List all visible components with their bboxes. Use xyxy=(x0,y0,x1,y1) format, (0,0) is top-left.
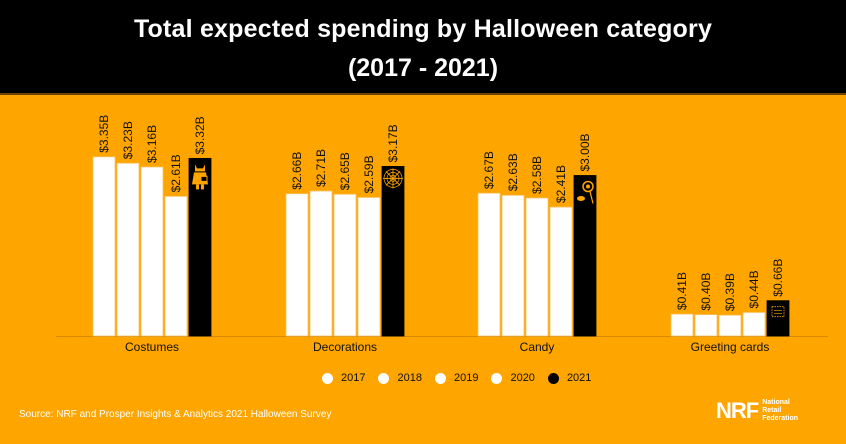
bar-decorations-2019 xyxy=(333,193,357,337)
bar-costumes-2020 xyxy=(164,195,188,337)
bar-costumes-2021 xyxy=(188,157,212,337)
bar-chart: $3.35B $3.23B $3.16B $2.61B $3.32B Costumes $2… xyxy=(56,115,828,354)
bar-candy-2019 xyxy=(525,197,549,337)
bar-greeting-cards-2020 xyxy=(742,312,766,337)
data-label: $0.41B xyxy=(675,272,689,310)
legend-swatch xyxy=(322,372,333,384)
bar-decorations-2020 xyxy=(357,197,381,337)
data-label: $3.17B xyxy=(386,124,400,162)
bar-decorations-2021 xyxy=(381,166,405,337)
bar-greeting-cards-2018 xyxy=(694,314,718,337)
legend-item-2021: 2021 xyxy=(547,372,592,384)
category-label: Candy xyxy=(520,340,555,354)
data-label: $0.39B xyxy=(723,273,737,311)
logo-mark: NRF xyxy=(716,398,759,423)
data-label: $2.58B xyxy=(530,156,544,194)
data-label: $2.59B xyxy=(362,155,376,193)
chart-header: Total expected spending by Halloween cat… xyxy=(0,0,846,93)
legend-item-2018: 2018 xyxy=(378,372,422,384)
bar-greeting-cards-2019 xyxy=(718,314,742,337)
logo-line: National xyxy=(762,399,790,406)
data-label: $0.44B xyxy=(747,270,761,308)
data-label: $2.66B xyxy=(290,152,304,190)
bar-candy-2018 xyxy=(501,194,525,337)
bar-costumes-2019 xyxy=(140,166,164,337)
chart-subtitle: (2017 - 2021) xyxy=(347,54,499,82)
data-label: $2.65B xyxy=(338,152,352,190)
legend-label: 2018 xyxy=(397,372,422,384)
data-label: $0.40B xyxy=(699,273,713,311)
nrf-logo: NRF National Retail Federation xyxy=(716,398,798,424)
spiderweb-icon xyxy=(383,168,403,189)
data-label: $2.67B xyxy=(482,151,496,189)
greeting-card-icon xyxy=(771,306,785,318)
category-label: Greeting cards xyxy=(691,340,770,354)
logo-line: Retail xyxy=(762,407,782,414)
bar-decorations-2018 xyxy=(309,190,333,337)
bar-candy-2020 xyxy=(549,206,573,337)
bar-costumes-2018 xyxy=(116,162,140,337)
data-label: $3.35B xyxy=(97,115,111,153)
legend-item-2020: 2020 xyxy=(491,372,535,384)
bar-candy-2021 xyxy=(573,175,597,337)
legend-item-2017: 2017 xyxy=(322,372,365,384)
data-label: $2.61B xyxy=(169,154,183,192)
legend-label: 2017 xyxy=(341,372,366,384)
data-label: $3.32B xyxy=(193,116,207,154)
data-label: $3.16B xyxy=(145,125,159,163)
legend-swatch xyxy=(491,372,503,384)
legend-item-2019: 2019 xyxy=(434,372,479,384)
legend-swatch xyxy=(434,372,446,384)
legend-swatch xyxy=(378,372,390,384)
data-label: $2.63B xyxy=(506,153,520,191)
data-label: $2.41B xyxy=(554,165,568,203)
legend-label: 2020 xyxy=(510,372,535,384)
bar-decorations-2017 xyxy=(285,193,309,337)
logo-line: Federation xyxy=(762,415,799,422)
logo-wordmark: National Retail Federation xyxy=(762,399,798,423)
legend-label: 2021 xyxy=(566,372,592,384)
legend-swatch xyxy=(547,372,559,384)
header-divider xyxy=(0,93,846,95)
bar-costumes-2017 xyxy=(92,156,116,337)
bar-greeting-cards-2017 xyxy=(670,313,694,337)
category-label: Decorations xyxy=(313,340,377,354)
data-label: $3.23B xyxy=(121,121,135,159)
data-label: $2.71B xyxy=(314,149,328,187)
costume-icon xyxy=(192,164,208,190)
candy-icon xyxy=(577,180,594,204)
legend-label: 2019 xyxy=(453,372,479,384)
source-note: Source: NRF and Prosper Insights & Analy… xyxy=(19,409,332,420)
bar-candy-2017 xyxy=(477,192,501,337)
legend: 2017 2018 2019 2020 2021 xyxy=(322,372,604,384)
bar-greeting-cards-2021 xyxy=(766,300,790,337)
data-label: $0.66B xyxy=(771,259,785,297)
chart-title: Total expected spending by Halloween cat… xyxy=(133,15,713,43)
category-label: Costumes xyxy=(125,340,179,354)
data-label: $3.00B xyxy=(578,133,592,171)
